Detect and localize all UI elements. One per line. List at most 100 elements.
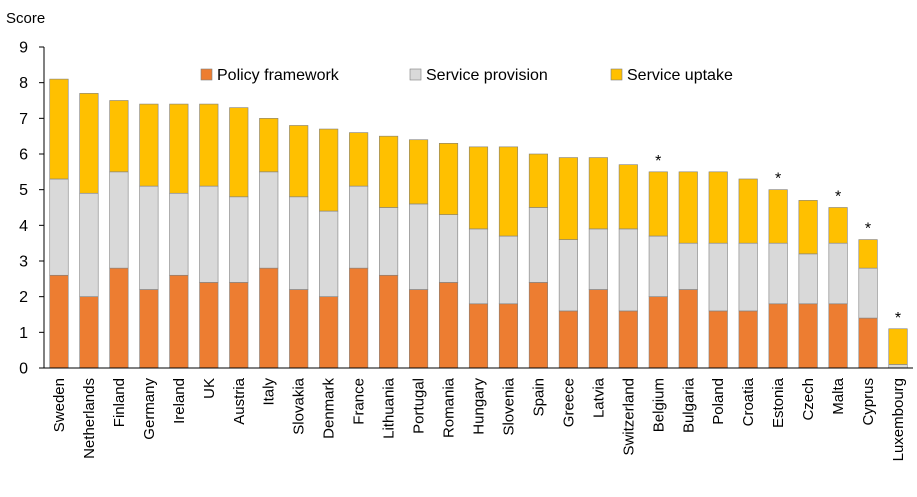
x-category-label: Malta bbox=[830, 377, 847, 414]
bar-segment-policy-framework bbox=[618, 310, 638, 369]
bar-segment-service-uptake bbox=[588, 157, 608, 230]
x-category-label: Belgium bbox=[650, 378, 667, 432]
y-tick-label: 9 bbox=[19, 40, 28, 57]
x-axis-labels: Sweden Netherlands Finland Germany Ireland UK… bbox=[51, 377, 907, 461]
bar-segment-service-uptake bbox=[409, 139, 429, 205]
legend-label: Service uptake bbox=[627, 67, 733, 84]
bar-segment-policy-framework bbox=[678, 289, 698, 369]
bar-annotation: * bbox=[865, 221, 871, 238]
bar-segment-service-provision bbox=[708, 242, 728, 312]
bar-segment-service-uptake bbox=[438, 143, 459, 215]
bar-segment-service-uptake bbox=[79, 93, 99, 194]
y-tick-label: 0 bbox=[19, 361, 28, 378]
y-tick-label: 4 bbox=[19, 218, 28, 235]
y-tick-label: 7 bbox=[19, 111, 28, 128]
x-category-label: Latvia bbox=[590, 377, 607, 418]
bar-segment-service-provision bbox=[888, 364, 908, 369]
y-tick-label: 5 bbox=[19, 182, 28, 199]
bar-segment-service-uptake bbox=[259, 118, 279, 173]
bar-segment-policy-framework bbox=[229, 282, 249, 369]
x-category-label: Romania bbox=[441, 377, 458, 438]
bar-segment-policy-framework bbox=[528, 282, 548, 369]
bar-segment-service-uptake bbox=[379, 135, 399, 208]
x-category-label: Poland bbox=[710, 378, 727, 425]
bar-segment-service-provision bbox=[109, 171, 129, 269]
bar-segment-policy-framework bbox=[588, 289, 608, 369]
bar-segment-policy-framework bbox=[349, 267, 369, 369]
bars: * * * * * bbox=[49, 78, 908, 369]
bar-segment-service-provision bbox=[648, 235, 668, 297]
y-axis-title: Score bbox=[6, 10, 45, 27]
bar-segment-service-provision bbox=[199, 185, 219, 283]
x-category-label: Portugal bbox=[411, 378, 428, 434]
bar-segment-policy-framework bbox=[798, 303, 818, 369]
bar-segment-service-provision bbox=[678, 242, 698, 290]
bar-segment-service-provision bbox=[319, 210, 339, 297]
bar-segment-policy-framework bbox=[558, 310, 578, 369]
bar-segment-policy-framework bbox=[858, 317, 878, 369]
bar-segment-service-uptake bbox=[319, 128, 339, 212]
bar-segment-policy-framework bbox=[738, 310, 758, 369]
x-category-label: Spain bbox=[530, 378, 547, 416]
bar-segment-service-uptake bbox=[678, 171, 698, 244]
x-category-label: UK bbox=[201, 378, 218, 399]
bar-segment-service-provision bbox=[858, 267, 878, 319]
bar-segment-policy-framework bbox=[498, 303, 519, 369]
bar-segment-service-provision bbox=[169, 192, 189, 276]
x-category-label: Estonia bbox=[770, 377, 787, 428]
bar-segment-policy-framework bbox=[289, 289, 309, 369]
x-category-label: Sweden bbox=[51, 378, 68, 432]
y-tick-label: 3 bbox=[19, 254, 28, 271]
bar-segment-service-uptake bbox=[618, 164, 638, 230]
bar-segment-service-provision bbox=[618, 228, 638, 312]
bar-segment-service-provision bbox=[588, 228, 608, 290]
bar-segment-policy-framework bbox=[259, 267, 279, 369]
legend-label: Service provision bbox=[426, 67, 548, 84]
bar-segment-service-provision bbox=[438, 214, 459, 283]
bar-annotation: * bbox=[835, 189, 841, 206]
bar-segment-policy-framework bbox=[438, 282, 459, 369]
bar-segment-service-uptake bbox=[468, 146, 489, 230]
bar-segment-service-provision bbox=[49, 178, 69, 276]
bar-segment-policy-framework bbox=[468, 303, 489, 369]
x-category-label: Slovenia bbox=[500, 377, 517, 435]
bar-segment-service-uptake bbox=[49, 78, 69, 180]
bar-segment-service-provision bbox=[498, 235, 519, 305]
bar-segment-service-uptake bbox=[169, 103, 189, 194]
bar-segment-service-provision bbox=[558, 239, 578, 312]
x-category-label: Luxembourg bbox=[890, 378, 907, 461]
bar-segment-policy-framework bbox=[379, 274, 399, 369]
bar-segment-service-uptake bbox=[109, 100, 129, 173]
bar-segment-policy-framework bbox=[79, 296, 99, 369]
y-tick-label: 2 bbox=[19, 289, 28, 306]
bar-segment-service-uptake bbox=[858, 239, 878, 269]
bar-segment-service-uptake bbox=[139, 103, 159, 187]
x-category-label: Slovakia bbox=[291, 377, 308, 434]
bar-segment-service-provision bbox=[738, 242, 758, 312]
bar-segment-service-provision bbox=[768, 242, 788, 305]
legend-swatch bbox=[409, 68, 422, 81]
x-category-label: Switzerland bbox=[620, 378, 637, 456]
bar-segment-service-provision bbox=[798, 253, 818, 305]
bar-segment-service-provision bbox=[349, 185, 369, 269]
bar-segment-service-uptake bbox=[798, 200, 818, 255]
bar-segment-service-uptake bbox=[528, 153, 548, 208]
bar-segment-policy-framework bbox=[768, 303, 788, 369]
x-category-label: Italy bbox=[261, 378, 278, 406]
legend-swatch bbox=[200, 68, 213, 81]
y-tick-label: 8 bbox=[19, 75, 28, 92]
bar-annotation: * bbox=[655, 153, 661, 170]
x-category-label: Hungary bbox=[471, 378, 488, 435]
bar-segment-service-uptake bbox=[289, 125, 309, 198]
bar-segment-policy-framework bbox=[828, 303, 848, 369]
bar-segment-policy-framework bbox=[319, 296, 339, 369]
bar-segment-service-uptake bbox=[229, 107, 249, 198]
bar-segment-service-provision bbox=[379, 207, 399, 276]
x-category-label: Cyprus bbox=[860, 378, 877, 426]
bar-segment-service-uptake bbox=[828, 207, 848, 244]
x-category-label: Czech bbox=[800, 378, 817, 421]
x-category-label: Ireland bbox=[171, 378, 188, 424]
bar-annotation: * bbox=[895, 310, 901, 327]
bar-segment-service-provision bbox=[259, 171, 279, 269]
